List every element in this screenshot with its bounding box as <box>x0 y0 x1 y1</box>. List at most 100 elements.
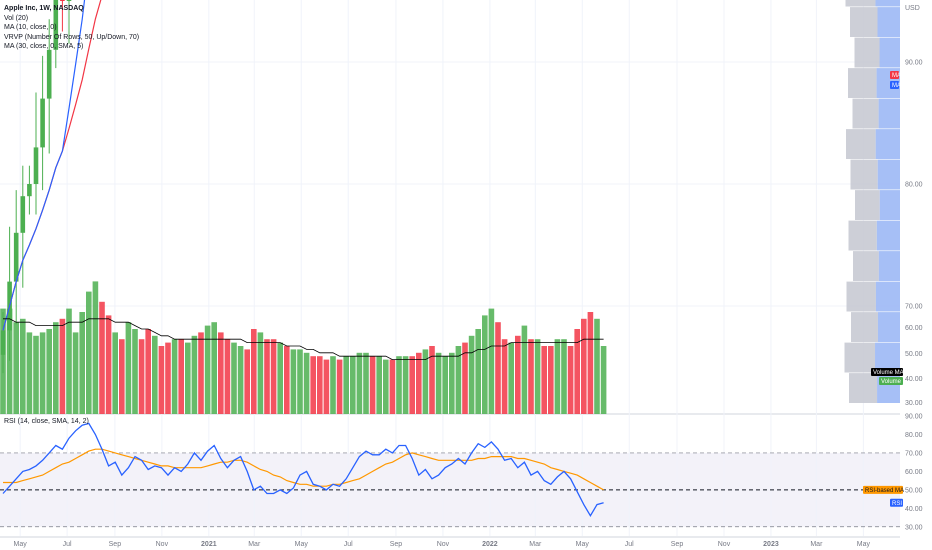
volume-bar <box>158 346 165 414</box>
volume-bar <box>396 356 402 414</box>
volume-bar <box>455 346 462 414</box>
volume-bar <box>46 329 52 414</box>
price-tick-label: 90.00 <box>905 60 923 67</box>
volume-bar <box>257 332 264 414</box>
volume-bar <box>165 342 171 414</box>
rsi-tag-bg <box>890 498 903 507</box>
volume-bar <box>66 308 72 414</box>
x-tick-label: Sep <box>109 541 122 548</box>
x-tick-label: Sep <box>390 541 403 548</box>
rsi-tick-label: 60.00 <box>905 469 923 476</box>
volume-bar <box>86 291 92 414</box>
volume-bar <box>389 359 396 414</box>
volume-bar <box>224 339 231 414</box>
vp-up-bar <box>877 159 900 190</box>
ma10-tag: MA <box>892 83 901 89</box>
candle-body <box>46 49 52 99</box>
volume-bar <box>72 332 79 414</box>
volume-bar <box>369 356 376 414</box>
rsi-ma-tag: RSI-based MA <box>865 488 904 494</box>
vp-up-bar <box>875 342 900 373</box>
rsi-tick-label: 90.00 <box>905 414 923 421</box>
volume-bar <box>581 318 587 414</box>
volume-bar <box>330 356 336 414</box>
volume-bar <box>521 325 528 414</box>
rsi-ma-tag-bg <box>863 485 903 494</box>
volume-bar <box>171 339 178 414</box>
vp-up-bar <box>875 281 900 312</box>
volume-bar <box>323 359 330 414</box>
rsi-tick-label: 30.00 <box>905 524 923 531</box>
candle-body <box>53 0 59 50</box>
vp-down-bar <box>854 37 880 68</box>
x-tick-label: 2022 <box>482 541 498 548</box>
vp-up-bar <box>875 129 900 159</box>
volume-bar <box>33 335 39 414</box>
legend-ma30[interactable]: MA (30, close, 0, SMA, 5) <box>4 43 84 51</box>
legend-ma10[interactable]: MA (10, close, 0) <box>4 24 57 32</box>
volume-bar <box>402 356 409 414</box>
vp-down-bar <box>853 251 879 281</box>
volume-bar <box>416 352 422 414</box>
candle-body <box>13 232 19 282</box>
vp-up-bar <box>878 251 900 281</box>
vp-down-bar <box>846 281 876 312</box>
volume-profile <box>844 0 900 403</box>
vp-down-bar <box>855 190 880 220</box>
candle-body <box>20 196 26 233</box>
volume-bar <box>488 308 495 414</box>
vp-down-bar <box>844 342 876 373</box>
volume-bar <box>178 339 184 414</box>
volume-bar <box>26 332 33 414</box>
currency-label: USD <box>905 5 920 12</box>
volume-bar <box>409 356 415 414</box>
volume-bar <box>468 335 475 414</box>
legend-rsi[interactable]: RSI (14, close, SMA, 14, 2) <box>4 418 89 425</box>
volume-bar <box>284 346 290 414</box>
volume-bar <box>462 342 468 414</box>
legend-symbol[interactable]: Apple Inc, 1W, NASDAQ <box>4 5 84 12</box>
volume-bar <box>119 339 125 414</box>
volume-bar <box>204 325 211 414</box>
price-tick-label: 70.00 <box>905 304 923 311</box>
volume-axis-label: 60.00 <box>905 325 923 332</box>
candle-body <box>33 147 39 184</box>
x-tick-label: Nov <box>437 541 450 548</box>
x-tick-label: Nov <box>718 541 731 548</box>
volume-bar <box>303 352 310 414</box>
x-tick-label: Jul <box>63 541 72 548</box>
volume-bar <box>264 339 270 414</box>
vp-down-bar <box>845 0 876 7</box>
x-tick-label: May <box>857 541 871 548</box>
volume-bar <box>422 349 429 414</box>
volume-bar <box>79 312 85 414</box>
volume-bar <box>567 346 574 414</box>
volume-bar <box>482 315 488 414</box>
legend-vrvp[interactable]: VRVP (Number Of Rows, 50, Up/Down, 70) <box>4 33 140 41</box>
volume-tag-bg <box>879 377 903 385</box>
volume-bar <box>600 346 607 414</box>
x-tick-label: Jul <box>625 541 634 548</box>
volume-bar <box>6 308 13 414</box>
rsi-tick-label: 80.00 <box>905 432 923 439</box>
volume-bar <box>475 329 481 414</box>
volume-bar <box>442 356 448 414</box>
volume-bar <box>251 329 257 414</box>
volume-bar <box>53 322 59 414</box>
candle-body <box>40 98 45 148</box>
volume-axis-label: 30.00 <box>905 400 923 407</box>
volume-bar <box>561 339 567 414</box>
rsi-ma-line <box>3 448 604 491</box>
volume-bar <box>297 349 303 414</box>
volume-bar <box>152 335 158 414</box>
volume-tag: Volume <box>881 379 902 385</box>
legend-vol[interactable]: Vol (20) <box>4 14 29 22</box>
volume-bar <box>363 352 369 414</box>
rsi-tick-label: 50.00 <box>905 487 923 494</box>
volume-bar <box>237 346 244 414</box>
volume-bar <box>310 356 316 414</box>
volume-bar <box>270 339 277 414</box>
volume-bar <box>350 356 356 414</box>
